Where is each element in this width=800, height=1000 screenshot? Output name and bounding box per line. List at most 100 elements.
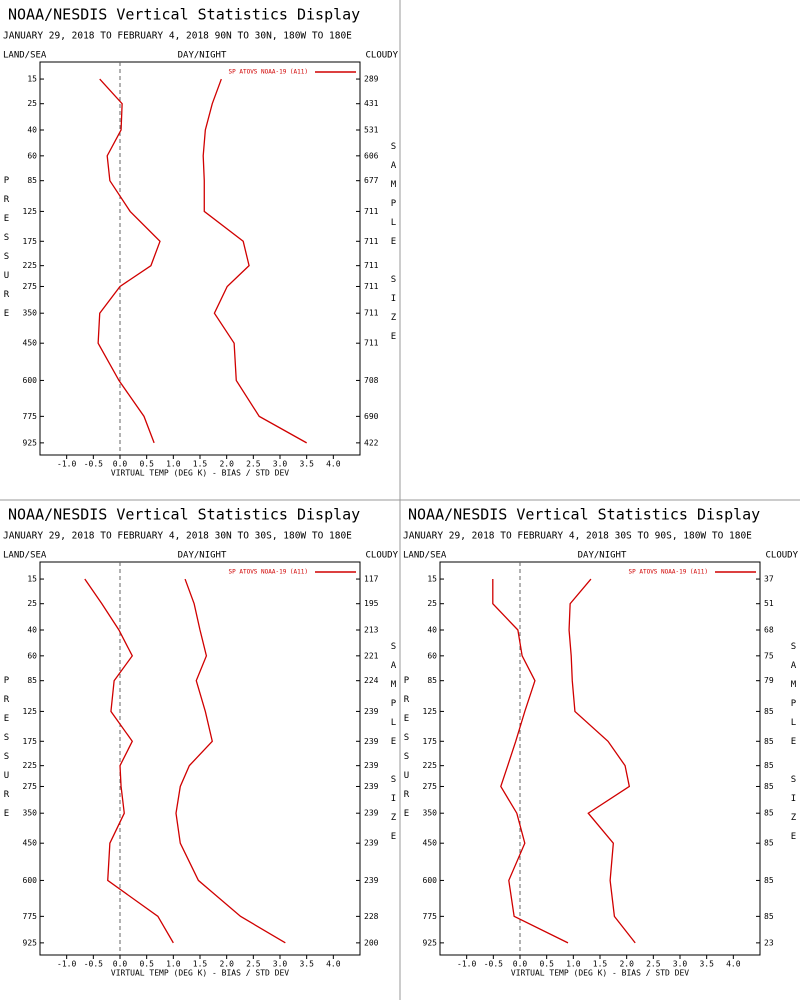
sample-size-label: 85 xyxy=(764,737,774,746)
x-tick-label: 2.5 xyxy=(246,460,261,469)
x-tick-label: 0.5 xyxy=(139,960,154,969)
x-tick-label: 3.0 xyxy=(273,960,288,969)
sample-size-label: 85 xyxy=(764,839,774,848)
sample-size-label: 708 xyxy=(364,376,379,385)
x-axis-label: VIRTUAL TEMP (DEG K) - BIAS / STD DEV xyxy=(111,969,289,978)
sample-size-label: 195 xyxy=(364,599,379,608)
y-tick-label: 85 xyxy=(27,676,37,685)
x-tick-label: 0.0 xyxy=(113,960,128,969)
sample-size-label: 221 xyxy=(364,651,379,660)
x-tick-label: 1.0 xyxy=(166,460,181,469)
plot-frame xyxy=(39,561,361,956)
subtitle: JANUARY 29, 2018 TO FEBRUARY 4, 2018 30N… xyxy=(3,531,352,542)
x-tick-label: 1.5 xyxy=(193,460,208,469)
y-tick-label: 125 xyxy=(423,707,438,716)
x-tick-label: 3.0 xyxy=(273,460,288,469)
x-tick-label: 4.0 xyxy=(726,960,741,969)
x-tick-label: 4.0 xyxy=(326,960,341,969)
sample-size-label: 117 xyxy=(364,575,379,584)
y-tick-label: 450 xyxy=(423,839,438,848)
y-tick-label: 40 xyxy=(27,625,37,634)
x-tick-label: 3.0 xyxy=(673,960,688,969)
x-tick-label: 2.0 xyxy=(619,960,634,969)
x-tick-label: 0.5 xyxy=(139,460,154,469)
sample-size-label: 85 xyxy=(764,761,774,770)
sample-size-label: 85 xyxy=(764,707,774,716)
panel: NOAA/NESDIS Vertical Statistics Display J… xyxy=(2,506,399,978)
y-tick-label: 40 xyxy=(27,125,37,134)
y-tick-label: 450 xyxy=(23,839,38,848)
legend-label: SP ATOVS NOAA-19 (A11) xyxy=(229,69,308,76)
header-label: LAND/SEA xyxy=(3,51,47,61)
plot-frame xyxy=(39,61,361,456)
y-tick-label: 925 xyxy=(23,438,38,447)
header-label: DAY/NIGHT xyxy=(178,551,227,561)
y2-axis-label: SAMPLE SIZE xyxy=(389,142,399,351)
sample-size-label: 239 xyxy=(364,761,379,770)
x-tick-label: 0.0 xyxy=(113,460,128,469)
x-axis-label: VIRTUAL TEMP (DEG K) - BIAS / STD DEV xyxy=(111,469,289,478)
y-tick-label: 225 xyxy=(423,761,438,770)
x-tick-label: 0.5 xyxy=(539,960,554,969)
bias-line xyxy=(97,78,161,444)
x-tick-label: 2.0 xyxy=(219,460,234,469)
panel: NOAA/NESDIS Vertical Statistics Display J… xyxy=(402,506,799,978)
y-tick-label: 775 xyxy=(23,412,38,421)
chart-title: NOAA/NESDIS Vertical Statistics Display xyxy=(8,6,360,24)
y-tick-label: 350 xyxy=(23,309,38,318)
header-label: DAY/NIGHT xyxy=(178,51,227,61)
y-tick-label: 15 xyxy=(27,575,37,584)
x-tick-label: 1.0 xyxy=(566,960,581,969)
chart-title: NOAA/NESDIS Vertical Statistics Display xyxy=(8,506,360,524)
y-tick-label: 175 xyxy=(423,737,438,746)
x-axis-label: VIRTUAL TEMP (DEG K) - BIAS / STD DEV xyxy=(511,969,689,978)
x-tick-label: 3.5 xyxy=(699,960,714,969)
x-tick-label: 4.0 xyxy=(326,460,341,469)
sample-size-label: 79 xyxy=(764,676,774,685)
y-tick-label: 125 xyxy=(23,207,38,216)
chart-title: NOAA/NESDIS Vertical Statistics Display xyxy=(408,506,760,524)
sample-size-label: 200 xyxy=(364,938,379,947)
x-tick-label: -0.5 xyxy=(84,960,103,969)
sample-size-label: 431 xyxy=(364,99,379,108)
y-tick-label: 350 xyxy=(23,809,38,818)
x-tick-label: 2.0 xyxy=(219,960,234,969)
y-tick-label: 275 xyxy=(23,282,38,291)
x-tick-label: 1.5 xyxy=(593,960,608,969)
legend-label: SP ATOVS NOAA-19 (A11) xyxy=(229,569,308,576)
header-label: LAND/SEA xyxy=(403,551,447,561)
sample-size-label: 239 xyxy=(364,737,379,746)
header-label: CLOUDY xyxy=(765,551,798,561)
bias-line xyxy=(84,578,174,944)
y-tick-label: 175 xyxy=(23,237,38,246)
sample-size-label: 422 xyxy=(364,438,379,447)
y-tick-label: 25 xyxy=(27,599,37,608)
legend-label: SP ATOVS NOAA-19 (A11) xyxy=(629,569,708,576)
subtitle: JANUARY 29, 2018 TO FEBRUARY 4, 2018 90N… xyxy=(3,31,352,42)
y-tick-label: 275 xyxy=(23,782,38,791)
sample-size-label: 85 xyxy=(764,912,774,921)
x-tick-label: -1.0 xyxy=(57,460,76,469)
x-tick-label: 0.0 xyxy=(513,960,528,969)
y-tick-label: 25 xyxy=(427,599,437,608)
y-tick-label: 125 xyxy=(23,707,38,716)
plot-frame xyxy=(439,561,761,956)
y-tick-label: 775 xyxy=(23,912,38,921)
sample-size-label: 239 xyxy=(364,707,379,716)
std-dev-line xyxy=(568,578,636,944)
sample-size-label: 228 xyxy=(364,912,379,921)
y-tick-label: 925 xyxy=(423,938,438,947)
y-tick-label: 600 xyxy=(23,876,38,885)
sample-size-label: 68 xyxy=(764,625,774,634)
sample-size-label: 711 xyxy=(364,339,379,348)
x-tick-label: -1.0 xyxy=(57,960,76,969)
sample-size-label: 677 xyxy=(364,176,379,185)
y-tick-label: 450 xyxy=(23,339,38,348)
y-tick-label: 175 xyxy=(23,737,38,746)
y-tick-label: 60 xyxy=(27,151,37,160)
y-tick-label: 225 xyxy=(23,261,38,270)
x-tick-label: 1.5 xyxy=(193,960,208,969)
sample-size-label: 606 xyxy=(364,151,379,160)
y-tick-label: 60 xyxy=(427,651,437,660)
